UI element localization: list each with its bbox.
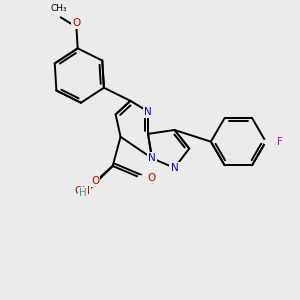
Text: N: N [171, 163, 178, 173]
Text: O: O [147, 172, 155, 183]
Text: O: O [91, 176, 99, 186]
Text: CH₃: CH₃ [50, 4, 67, 14]
Text: H: H [80, 188, 87, 198]
Text: N: N [144, 106, 152, 116]
Text: F: F [277, 137, 283, 147]
Text: O: O [72, 18, 80, 28]
Text: OH: OH [74, 186, 90, 197]
Text: N: N [148, 153, 156, 163]
